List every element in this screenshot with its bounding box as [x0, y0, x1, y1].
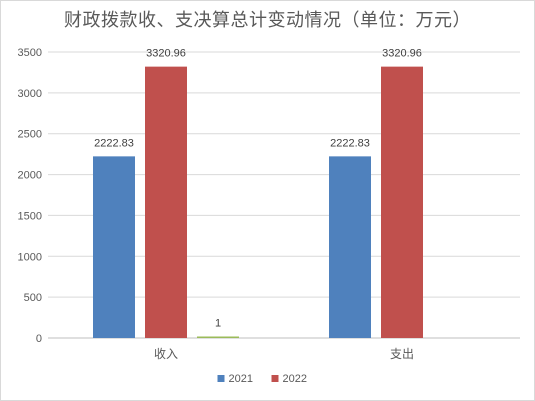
legend-swatch — [271, 375, 279, 382]
y-tick-label: 3000 — [18, 88, 42, 100]
y-tick-label: 1500 — [18, 210, 42, 222]
data-label: 2222.83 — [330, 137, 370, 149]
legend-label: 2021 — [229, 373, 253, 385]
y-tick-label: 2000 — [18, 170, 42, 182]
y-tick-label: 1000 — [18, 251, 42, 263]
bar-2022-1 — [381, 66, 423, 338]
data-label: 2222.83 — [94, 137, 134, 149]
data-label: 3320.96 — [382, 48, 422, 60]
chart-title: 财政拨款收、支决算总计变动情况（单位：万元） — [64, 10, 471, 31]
y-tick-label: 2500 — [18, 129, 42, 141]
bar-2021-0 — [93, 156, 135, 338]
bar-2022-0 — [145, 66, 187, 338]
bar-series-3-0 — [197, 336, 239, 338]
data-label: 1 — [215, 318, 221, 330]
data-label: 3320.96 — [146, 48, 186, 60]
x-tick-label: 支出 — [390, 347, 414, 361]
legend-swatch — [217, 375, 225, 382]
bar-2021-1 — [329, 156, 371, 338]
x-tick-label: 收入 — [154, 347, 178, 361]
y-tick-label: 3500 — [18, 47, 42, 59]
legend-label: 2022 — [283, 373, 307, 385]
y-tick-label: 500 — [24, 292, 42, 304]
y-tick-label: 0 — [36, 333, 42, 345]
